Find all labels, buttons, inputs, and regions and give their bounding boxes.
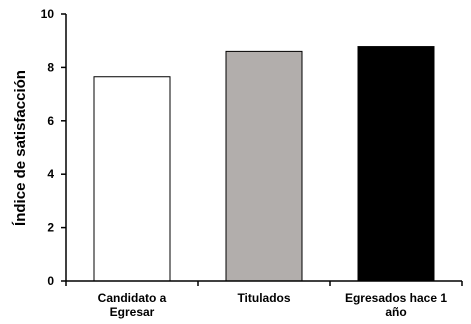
category-label: Egresados hace 1 año bbox=[345, 291, 447, 319]
category-label-line: Titulados bbox=[237, 291, 290, 305]
y-axis-title: Índice de satisfacción bbox=[12, 70, 29, 226]
bar bbox=[225, 50, 303, 282]
category-label-line: Egresar bbox=[110, 305, 155, 319]
y-tick-label: 4 bbox=[47, 167, 54, 181]
y-tick-label: 6 bbox=[47, 114, 54, 128]
category-label-line: Egresados hace 1 bbox=[345, 291, 447, 305]
category-label: Titulados bbox=[237, 291, 290, 305]
x-axis: Candidato a Egresar Titulados Egresados hac… bbox=[65, 280, 463, 319]
y-tick-label: 10 bbox=[41, 7, 55, 21]
bar bbox=[93, 76, 171, 282]
y-tick-label: 8 bbox=[47, 60, 54, 74]
category-label-line: Candidato a bbox=[98, 291, 167, 305]
category-label-line: año bbox=[385, 305, 406, 319]
bar bbox=[357, 46, 435, 282]
y-axis: 0 2 4 6 8 10 bbox=[41, 7, 67, 288]
y-tick-label: 2 bbox=[47, 221, 54, 235]
bars-layer bbox=[93, 46, 435, 282]
category-label: Candidato a Egresar bbox=[98, 291, 167, 319]
y-tick-label: 0 bbox=[47, 274, 54, 288]
